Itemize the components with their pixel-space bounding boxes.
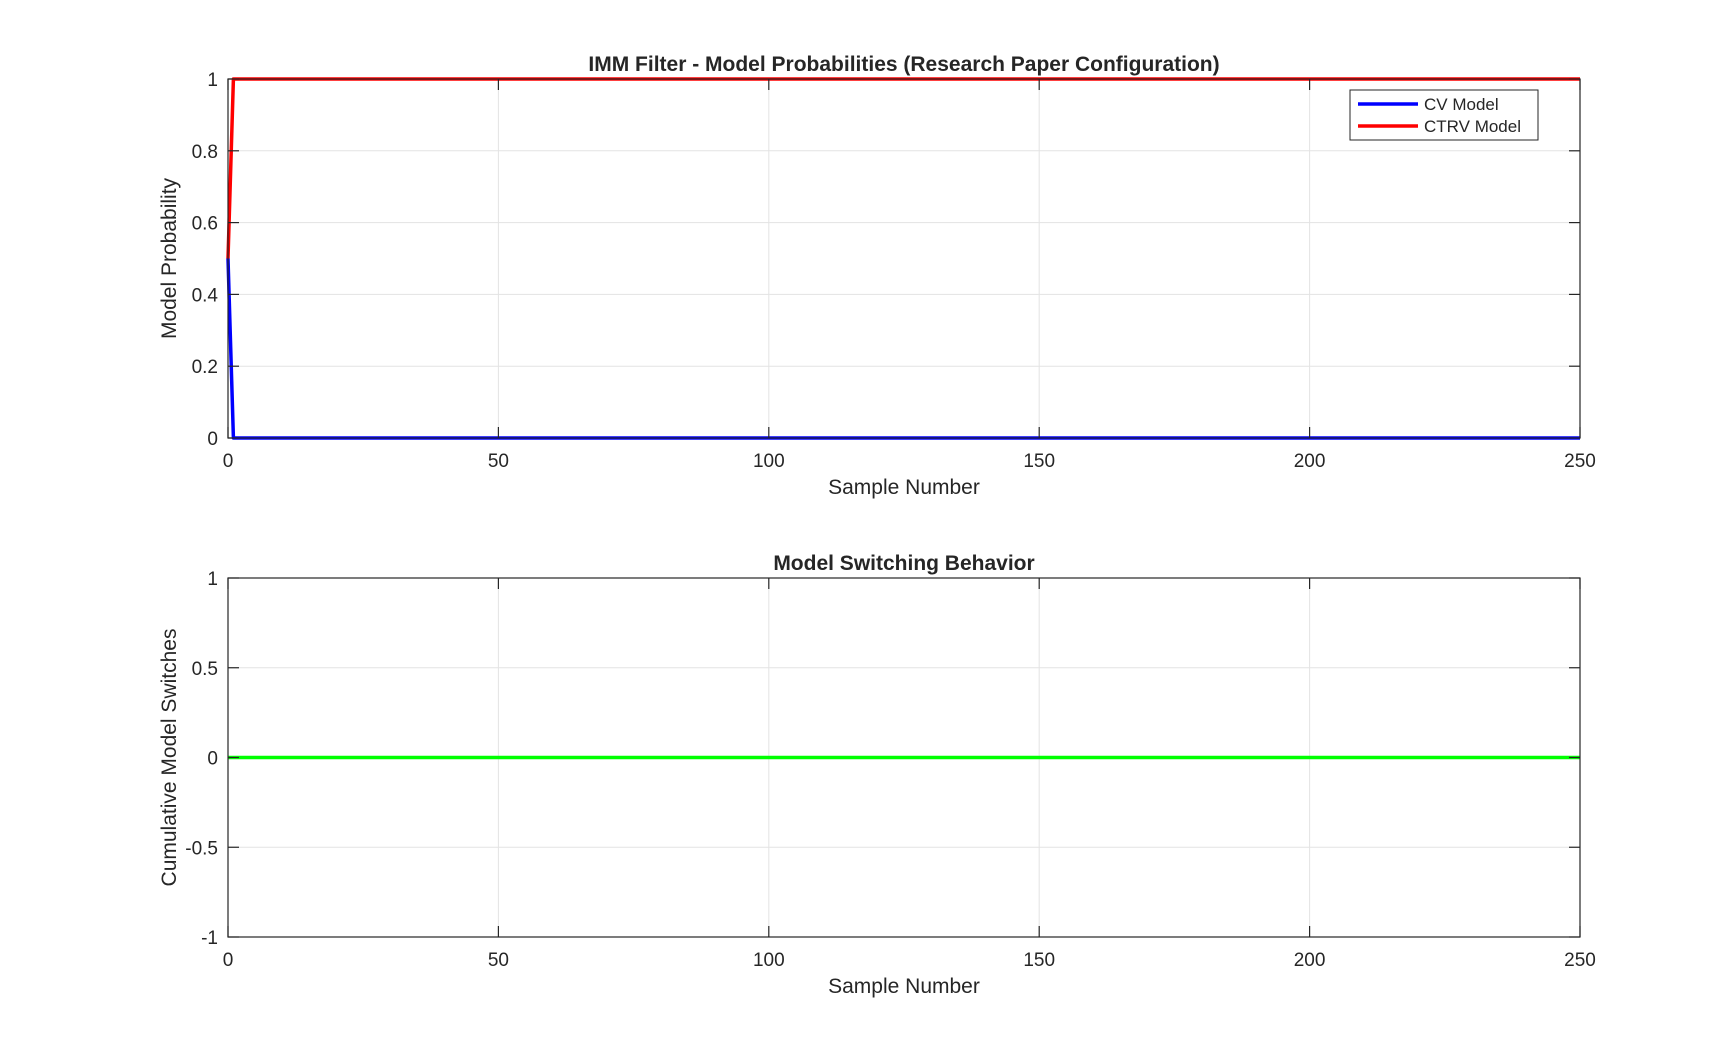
x-axis-label: Sample Number (828, 975, 980, 998)
y-tick-label: -1 (201, 928, 218, 949)
x-tick-label: 150 (1023, 451, 1055, 472)
y-tick-label: 0.8 (192, 142, 218, 163)
x-tick-label: 100 (753, 451, 785, 472)
legend-label: CV Model (1424, 95, 1499, 114)
y-tick-label: 0.6 (192, 214, 218, 235)
x-tick-label: 200 (1294, 451, 1326, 472)
x-tick-label: 50 (488, 950, 509, 971)
y-tick-label: 0 (207, 429, 218, 450)
y-tick-label: 1 (207, 70, 218, 91)
switching-chart: Model Switching Behavior Sample Number C… (158, 552, 1596, 998)
chart-title: IMM Filter - Model Probabilities (Resear… (588, 53, 1219, 76)
x-axis-label: Sample Number (828, 476, 980, 499)
legend-label: CTRV Model (1424, 117, 1521, 136)
x-tick-label: 150 (1023, 950, 1055, 971)
legend: CV Model CTRV Model (1349, 89, 1539, 141)
y-axis-label: Cumulative Model Switches (158, 629, 181, 887)
x-tick-label: 50 (488, 451, 509, 472)
x-tick-label: 200 (1294, 950, 1326, 971)
x-tick-label: 0 (223, 451, 234, 472)
x-tick-label: 250 (1564, 950, 1596, 971)
axes-box (227, 78, 1581, 439)
y-tick-label: 0.5 (192, 659, 218, 680)
y-tick-label: 0.2 (192, 357, 218, 378)
legend-box (1349, 89, 1539, 141)
y-tick-label: 0.4 (192, 285, 219, 306)
y-axis-label: Model Probability (158, 177, 181, 339)
probability-chart: IMM Filter - Model Probabilities (Resear… (158, 53, 1596, 499)
y-tick-label: 1 (207, 569, 218, 590)
chart-title: Model Switching Behavior (773, 552, 1034, 575)
y-tick-label: 0 (207, 749, 218, 770)
x-tick-label: 100 (753, 950, 785, 971)
x-tick-label: 250 (1564, 451, 1596, 472)
x-tick-label: 0 (223, 950, 234, 971)
y-tick-label: -0.5 (185, 838, 218, 859)
